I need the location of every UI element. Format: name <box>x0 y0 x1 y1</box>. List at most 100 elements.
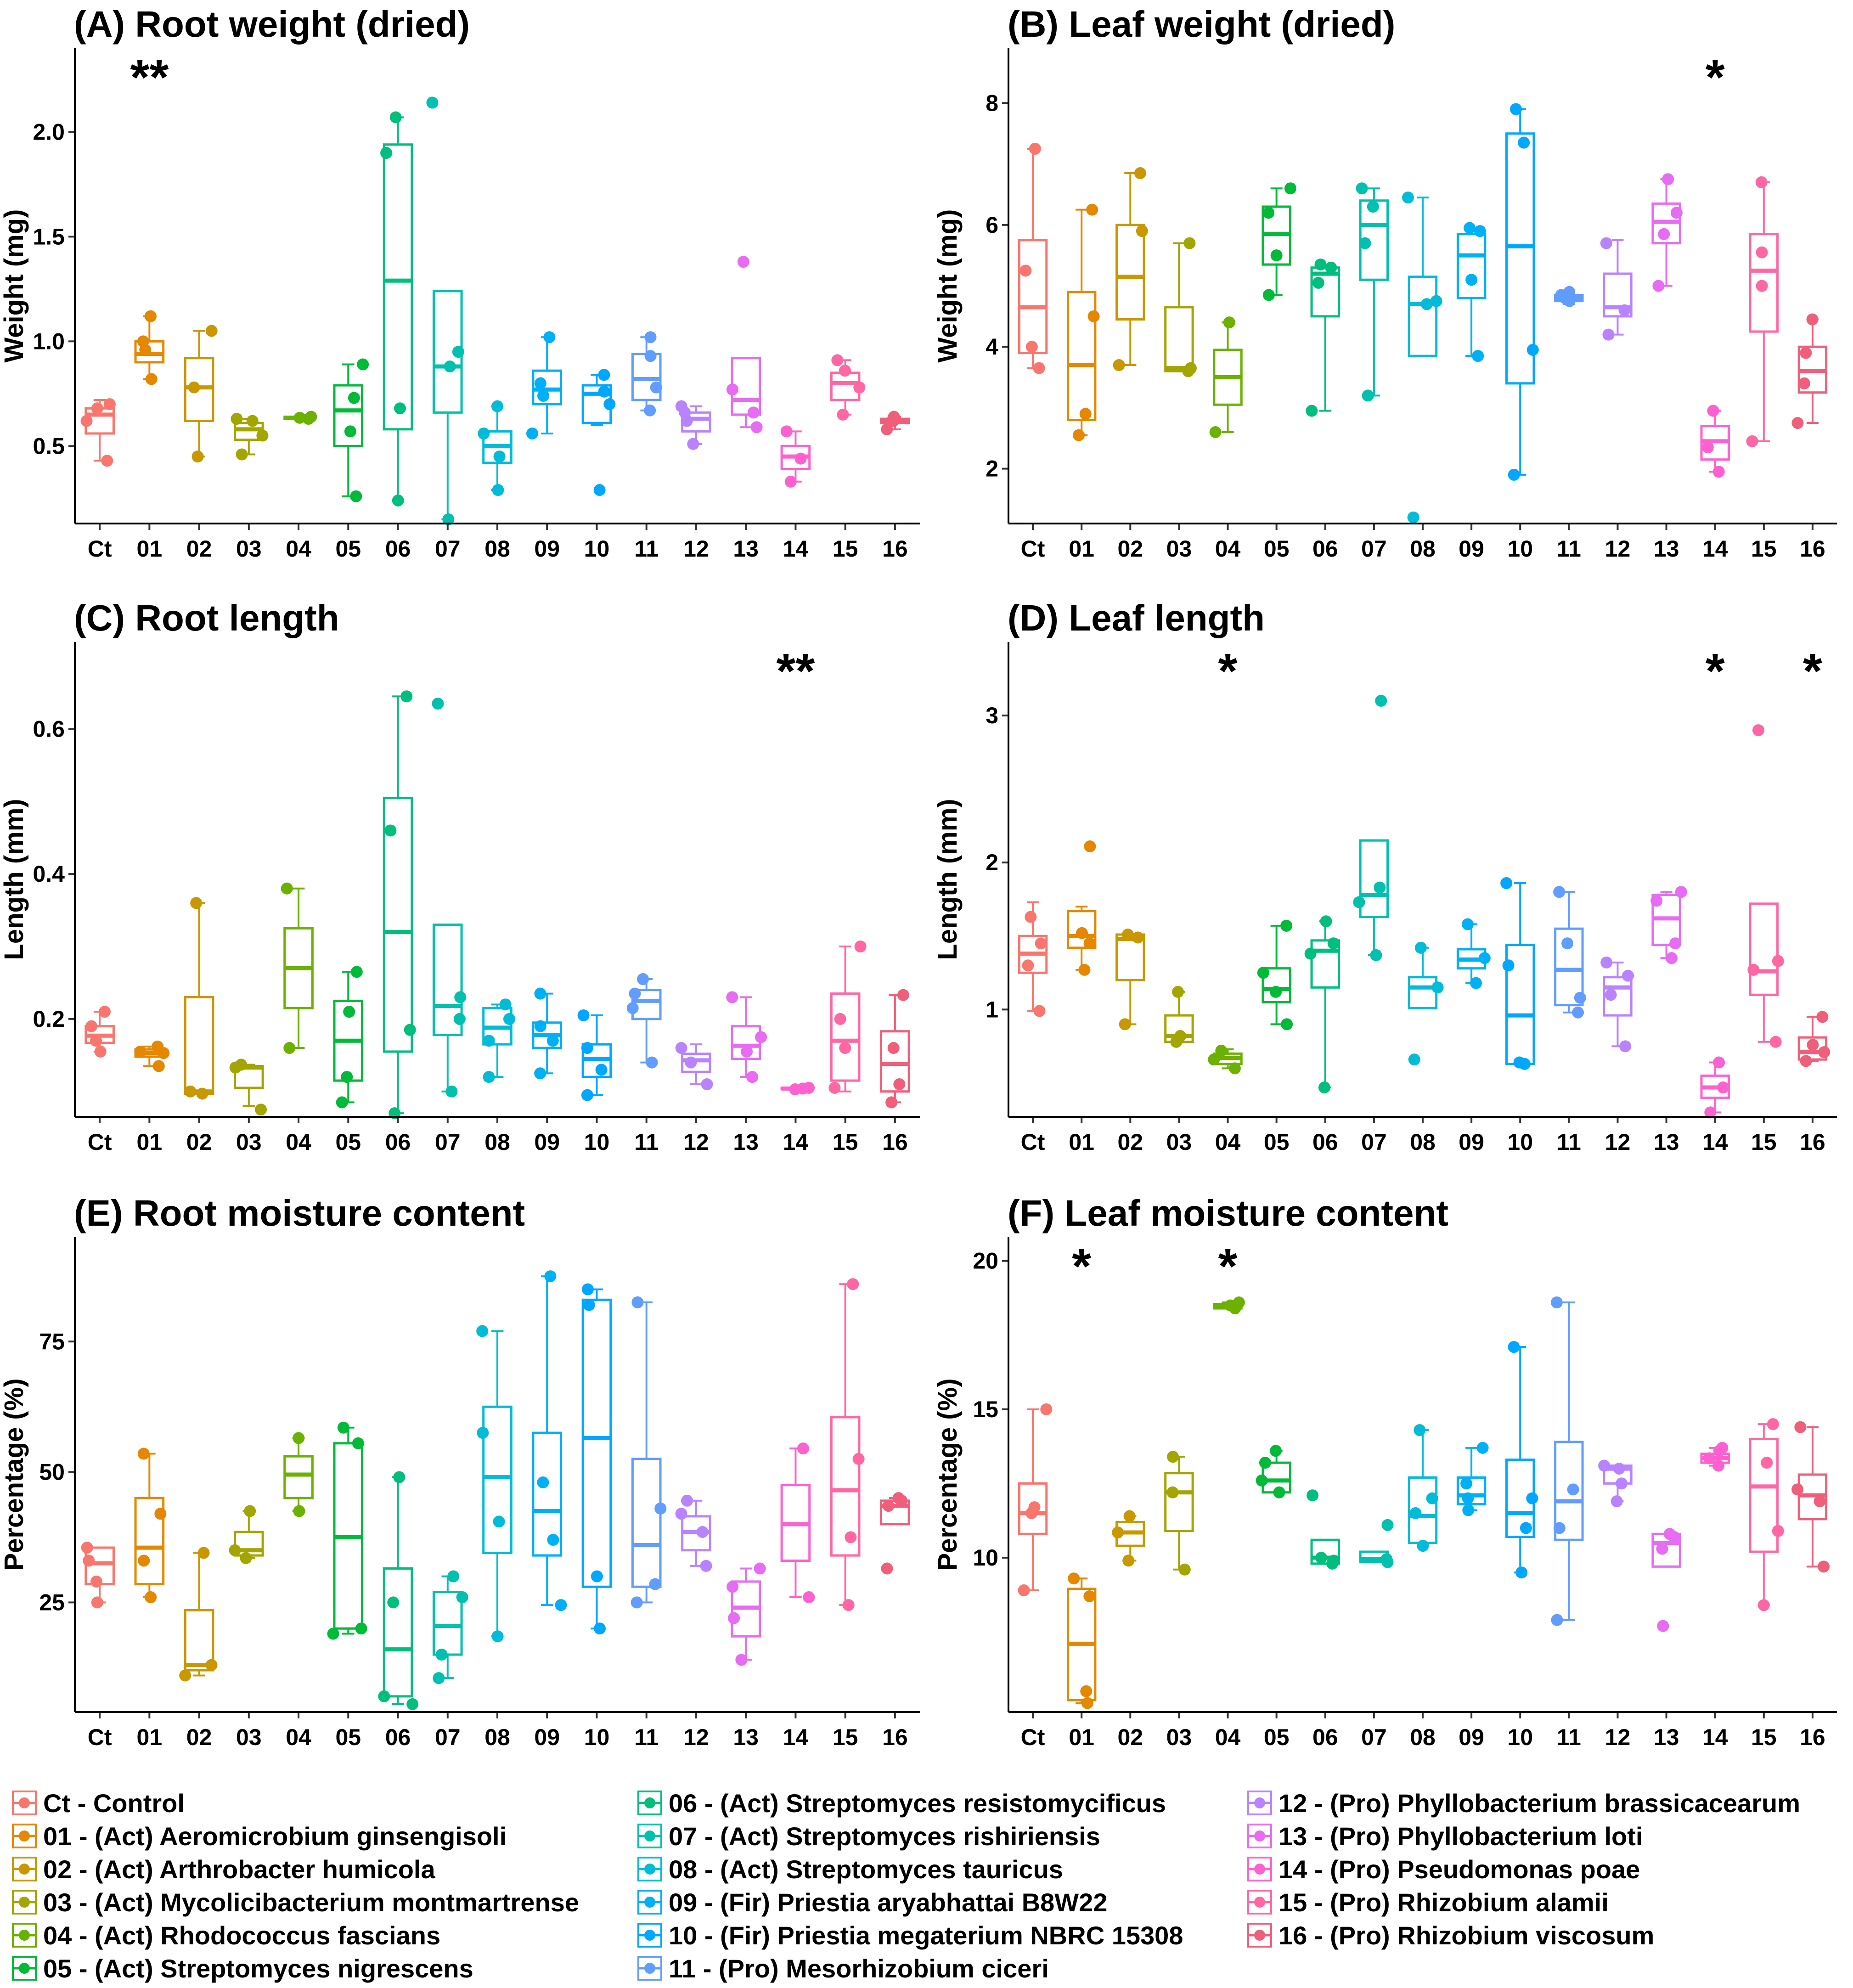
box-group-b-16 <box>1791 313 1828 429</box>
x-tick-label-b: 14 <box>1702 536 1728 562</box>
data-point <box>90 1575 102 1588</box>
box-group-f-07 <box>1359 1519 1394 1568</box>
data-point <box>1359 237 1371 249</box>
data-point <box>1183 237 1196 249</box>
data-point <box>1769 1036 1782 1048</box>
data-point <box>1167 1451 1179 1463</box>
x-tick-label-d: 12 <box>1605 1129 1631 1155</box>
legend-item-03: 03 - (Act) Mycolicibacterium montmartren… <box>12 1888 579 1917</box>
data-point <box>445 1085 458 1098</box>
box-group-d-10 <box>1500 877 1535 1070</box>
data-point <box>493 1515 505 1528</box>
x-tick-label-d: 09 <box>1459 1129 1484 1155</box>
x-tick-label-b: 10 <box>1507 536 1533 562</box>
data-point <box>378 1690 390 1702</box>
y-axis-label-d: Length (mm) <box>933 799 963 960</box>
data-point <box>853 381 866 394</box>
x-tick-label-c: 16 <box>882 1129 908 1155</box>
data-point <box>283 1042 296 1054</box>
box-group-a-02 <box>184 325 218 463</box>
x-tick-label-d: 13 <box>1654 1129 1679 1155</box>
box <box>1749 1437 1779 1553</box>
box-group-c-Ct <box>84 1006 115 1058</box>
legend-item-14: 14 - (Pro) Pseudomonas poae <box>1247 1855 1640 1884</box>
x-tick-label-e: Ct <box>88 1724 112 1750</box>
box-group-d-15 <box>1747 724 1784 1048</box>
panel-title-c: (C) Root length <box>74 597 339 638</box>
y-axis-label-e: Percentage (%) <box>0 1378 29 1571</box>
legend-item-Ct: Ct - Control <box>12 1789 185 1818</box>
data-point <box>348 392 360 404</box>
x-tick-label-c: Ct <box>88 1129 112 1155</box>
x-tick-label-e: 15 <box>833 1724 858 1750</box>
box-group-d-14 <box>1700 1056 1730 1119</box>
data-point <box>205 1659 218 1671</box>
data-point <box>1315 1551 1328 1564</box>
data-point <box>344 425 356 438</box>
data-point <box>1084 840 1096 852</box>
y-tick-label-a: 1.5 <box>33 224 65 249</box>
data-point <box>101 455 113 467</box>
data-point <box>1035 937 1047 950</box>
box-group-c-07 <box>432 698 467 1098</box>
legend-label: 05 - (Act) Streptomyces nigrescens <box>43 1954 473 1983</box>
data-point <box>897 989 909 1001</box>
data-point <box>834 1013 846 1025</box>
data-point <box>235 1059 248 1071</box>
data-point <box>98 1006 111 1018</box>
legend-label: 11 - (Pro) Mesorhizobium ciceri <box>669 1954 1049 1983</box>
data-point <box>598 369 610 381</box>
data-point <box>1325 261 1337 274</box>
box-group-e-07 <box>432 1570 468 1684</box>
legend-label: 06 - (Act) Streptomyces resistomycificus <box>669 1789 1166 1818</box>
box-group-e-Ct <box>81 1542 115 1609</box>
legend-item-01: 01 - (Act) Aeromicrobium ginsengisoli <box>12 1822 507 1851</box>
box-group-e-01 <box>134 1447 167 1604</box>
data-point <box>1328 1554 1340 1567</box>
box-group-f-Ct <box>1018 1403 1053 1597</box>
box <box>1408 276 1438 357</box>
data-point <box>1472 350 1484 362</box>
box-group-a-10 <box>581 369 616 496</box>
legend-item-12: 12 - (Pro) Phyllobacterium brassicacearu… <box>1247 1789 1800 1818</box>
data-point <box>534 987 546 1000</box>
data-point <box>1270 986 1282 998</box>
box-group-c-05 <box>333 966 364 1109</box>
x-tick-label-b: 03 <box>1166 536 1192 562</box>
box-group-d-04 <box>1208 1044 1243 1075</box>
data-point <box>394 402 406 415</box>
box-group-f-06 <box>1307 1489 1340 1570</box>
data-point <box>700 1560 712 1572</box>
data-point <box>1083 1590 1096 1602</box>
legend-swatch-dot <box>644 1830 655 1842</box>
box-group-c-08 <box>482 998 515 1083</box>
x-tick-label-a: 08 <box>484 536 510 562</box>
data-point <box>80 415 93 427</box>
data-point <box>1767 1418 1779 1430</box>
data-point <box>735 1654 748 1666</box>
data-point <box>696 1526 709 1538</box>
data-point <box>1033 1005 1046 1017</box>
box-group-f-03 <box>1164 1451 1194 1576</box>
box-group-c-03 <box>229 1059 267 1116</box>
data-point <box>426 96 439 109</box>
data-point <box>134 1045 146 1058</box>
data-point <box>1600 237 1612 249</box>
data-point <box>598 385 610 398</box>
legend-swatch-dot <box>1254 1830 1265 1842</box>
data-point <box>595 1064 608 1076</box>
x-tick-label-a: 14 <box>783 536 809 562</box>
x-tick-label-d: 07 <box>1361 1129 1387 1155</box>
data-point <box>103 398 116 411</box>
data-point <box>546 1035 559 1047</box>
data-point <box>91 402 103 415</box>
data-point <box>1756 280 1768 292</box>
data-point <box>1259 1457 1271 1469</box>
data-point <box>144 310 157 322</box>
x-tick-label-f: 02 <box>1117 1724 1143 1750</box>
y-tick-label-d: 2 <box>986 850 998 875</box>
data-point <box>94 1045 107 1058</box>
data-point <box>246 415 259 427</box>
legend-swatch-dot <box>1254 1930 1265 1941</box>
x-tick-label-f: 09 <box>1459 1724 1484 1750</box>
